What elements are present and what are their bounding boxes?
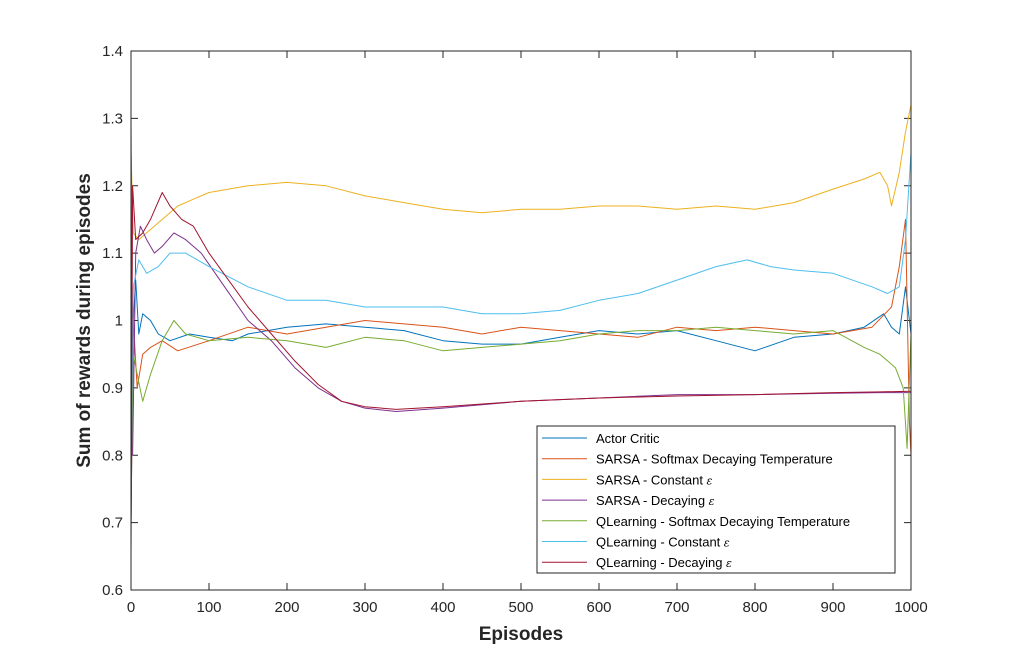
legend-symbol: ε: [703, 474, 712, 487]
legend-label: QLearning - Constant: [596, 535, 721, 550]
y-axis-label: Sum of rewards during episodes: [74, 173, 95, 468]
x-tick-label: 900: [820, 599, 845, 616]
y-tick-label: 1: [115, 313, 123, 330]
legend-symbol: ε: [720, 537, 729, 550]
x-tick-label: 200: [274, 599, 299, 616]
series-line-7: [130, 185, 912, 557]
x-tick-label: 0: [127, 599, 135, 616]
legend-label: QLearning - Decaying: [596, 555, 722, 570]
x-tick-label: 1000: [894, 599, 927, 616]
legend: Actor Critic SARSA - Softmax Decaying Tem…: [536, 425, 896, 574]
series-line-6: [130, 152, 912, 489]
legend-entry: SARSA - Decaying ε: [596, 493, 715, 508]
legend-label: SARSA - Softmax Decaying Temperature: [596, 452, 833, 467]
legend-entry: QLearning - Decaying ε: [596, 555, 732, 570]
y-tick-label: 0.7: [102, 515, 123, 532]
series-line-1: [130, 279, 912, 523]
plot-frame: [130, 50, 912, 591]
tick-labels: 0 100 200 300 400 500 600 700 800 900 1000 0.6 0.7 0.…: [102, 43, 928, 616]
legend-entry: QLearning - Constant ε: [596, 535, 730, 550]
legend-label: Actor Critic: [596, 431, 660, 446]
x-tick-label: 600: [586, 599, 611, 616]
legend-label: QLearning - Softmax Decaying Temperature: [596, 514, 850, 529]
series-group: [130, 104, 912, 557]
y-tick-label: 0.8: [102, 447, 123, 464]
legend-entry: QLearning - Softmax Decaying Temperature: [596, 514, 850, 529]
y-tick-label: 0.9: [102, 380, 123, 397]
x-tick-label: 100: [196, 599, 221, 616]
y-tick-label: 1.2: [102, 178, 123, 195]
legend-entry: Actor Critic: [596, 431, 660, 446]
legend-symbol: ε: [722, 557, 731, 570]
legend-entry: SARSA - Softmax Decaying Temperature: [596, 452, 833, 467]
x-tick-label: 800: [742, 599, 767, 616]
legend-label: SARSA - Constant: [596, 472, 703, 487]
y-tick-label: 1.3: [102, 110, 123, 127]
legend-symbol: ε: [705, 495, 714, 508]
legend-items: Actor Critic SARSA - Softmax Decaying Tem…: [542, 431, 850, 570]
x-tick-label: 300: [352, 599, 377, 616]
series-line-2: [130, 218, 912, 523]
legend-label: SARSA - Decaying: [596, 493, 705, 508]
y-tick-label: 1.4: [102, 43, 123, 60]
legend-entry: SARSA - Constant ε: [596, 472, 712, 487]
series-line-5: [130, 320, 912, 489]
x-tick-label: 500: [508, 599, 533, 616]
series-line-4: [130, 118, 911, 456]
series-line-3: [130, 104, 912, 241]
y-tick-label: 0.6: [102, 582, 123, 599]
y-tick-label: 1.1: [102, 245, 123, 262]
legend-box: [536, 425, 896, 574]
x-tick-label: 700: [664, 599, 689, 616]
x-axis-label: Episodes: [479, 624, 563, 645]
x-tick-label: 400: [430, 599, 455, 616]
